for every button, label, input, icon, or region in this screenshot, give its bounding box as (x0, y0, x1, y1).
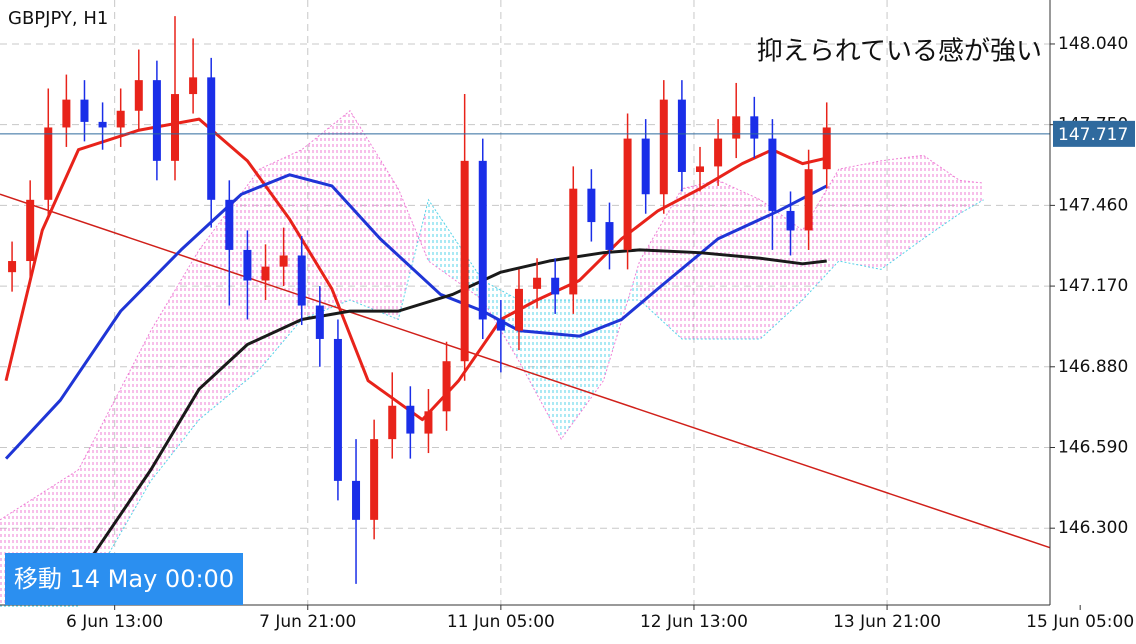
candle-body (623, 138, 632, 250)
cloud-edge (0, 110, 984, 521)
candle-body (786, 210, 795, 231)
candle-body (370, 439, 379, 520)
x-tick-label: 11 Jun 05:00 (447, 612, 555, 632)
candle-body (80, 99, 89, 122)
candle-body (460, 160, 469, 362)
candle-body (26, 199, 35, 262)
x-tick-label: 15 Jun 05:00 (1026, 612, 1134, 632)
candle-body (496, 319, 505, 331)
candle-body (243, 249, 252, 281)
candle-body (696, 166, 704, 172)
candle-body (533, 277, 542, 289)
x-tick-label: 12 Jun 13:00 (640, 612, 748, 632)
y-tick-label: 146.590 (1058, 437, 1128, 457)
cloud-layer (0, 110, 984, 607)
candle-body (587, 188, 596, 223)
jump-button[interactable]: 移動 14 May 00:00 (5, 553, 243, 605)
cloud-segment (802, 169, 839, 300)
candle-body (44, 127, 53, 200)
cloud-segment (518, 299, 562, 440)
candle-body (406, 405, 415, 434)
moving-average (89, 248, 827, 560)
jump-button-bg[interactable] (5, 553, 243, 605)
candle-body (134, 80, 143, 111)
x-tick-label: 7 Jun 21:00 (259, 612, 356, 632)
cloud-segment (150, 249, 200, 481)
candle-body (659, 99, 668, 195)
candle-body (315, 305, 324, 339)
y-tick-label: 147.460 (1058, 195, 1128, 215)
x-tick-label: 13 Jun 21:00 (833, 612, 941, 632)
cloud-segment (639, 188, 682, 339)
candle-body (207, 77, 216, 200)
cloud-segment (78, 330, 151, 607)
x-tick-label: 6 Jun 13:00 (66, 612, 163, 632)
candle-body (732, 116, 741, 139)
current-price-box (1053, 120, 1135, 147)
candle-body (822, 127, 831, 170)
cloud-segment (301, 110, 350, 320)
candle-body (225, 199, 234, 250)
candle-body (297, 255, 306, 306)
candle-body (333, 338, 342, 481)
y-tick-label: 146.880 (1058, 357, 1128, 377)
cloud-segment (681, 180, 719, 339)
candle-body (62, 99, 71, 128)
candle-body (478, 160, 487, 320)
candle-body (116, 110, 125, 128)
candle-body (352, 480, 361, 520)
candle-layer (8, 16, 831, 584)
candle-body (261, 266, 270, 281)
candle-body (804, 169, 813, 231)
cloud-segment (350, 110, 399, 320)
cloud-segment (428, 199, 483, 300)
candle-body (442, 361, 451, 412)
candle-body (98, 121, 107, 128)
cloud-segment (838, 160, 882, 270)
candle-body (768, 138, 777, 211)
cloud-segment (760, 199, 803, 339)
candle-body (152, 80, 161, 161)
cloud-segment (923, 155, 960, 239)
candle-body (279, 255, 288, 267)
candle-body (750, 116, 759, 139)
candle-body (714, 138, 723, 167)
candle-body (514, 288, 523, 331)
candle-body (424, 411, 433, 434)
candle-body (189, 77, 198, 95)
y-tick-label: 148.040 (1058, 34, 1128, 54)
candle-body (551, 277, 560, 295)
candle-body (569, 188, 578, 295)
chart-title: GBPJPY, H1 (8, 8, 108, 29)
cloud-segment (881, 155, 924, 270)
trendline (0, 193, 1051, 549)
axis-layer: 148.040147.750147.460147.170146.880146.5… (0, 34, 1135, 632)
candle-body (171, 94, 179, 161)
annotation: 抑えられている感が強い (757, 37, 1042, 67)
candle-body (677, 99, 686, 172)
jump-button-label[interactable]: 移動 14 May 00:00 (14, 565, 234, 593)
cloud-segment (959, 180, 984, 214)
candle-body (8, 261, 17, 273)
candle-body (605, 222, 614, 250)
candle-body (641, 138, 650, 195)
current-price-label: 147.717 (1058, 125, 1128, 145)
cloud-segment (561, 299, 604, 440)
cloud-segment (718, 180, 761, 339)
y-tick-label: 146.300 (1058, 518, 1128, 538)
moving-average (4, 173, 828, 460)
cloud-edge (0, 198, 984, 607)
cloud-segment (398, 188, 429, 320)
candle-body (388, 405, 397, 440)
y-tick-label: 147.170 (1058, 276, 1128, 296)
